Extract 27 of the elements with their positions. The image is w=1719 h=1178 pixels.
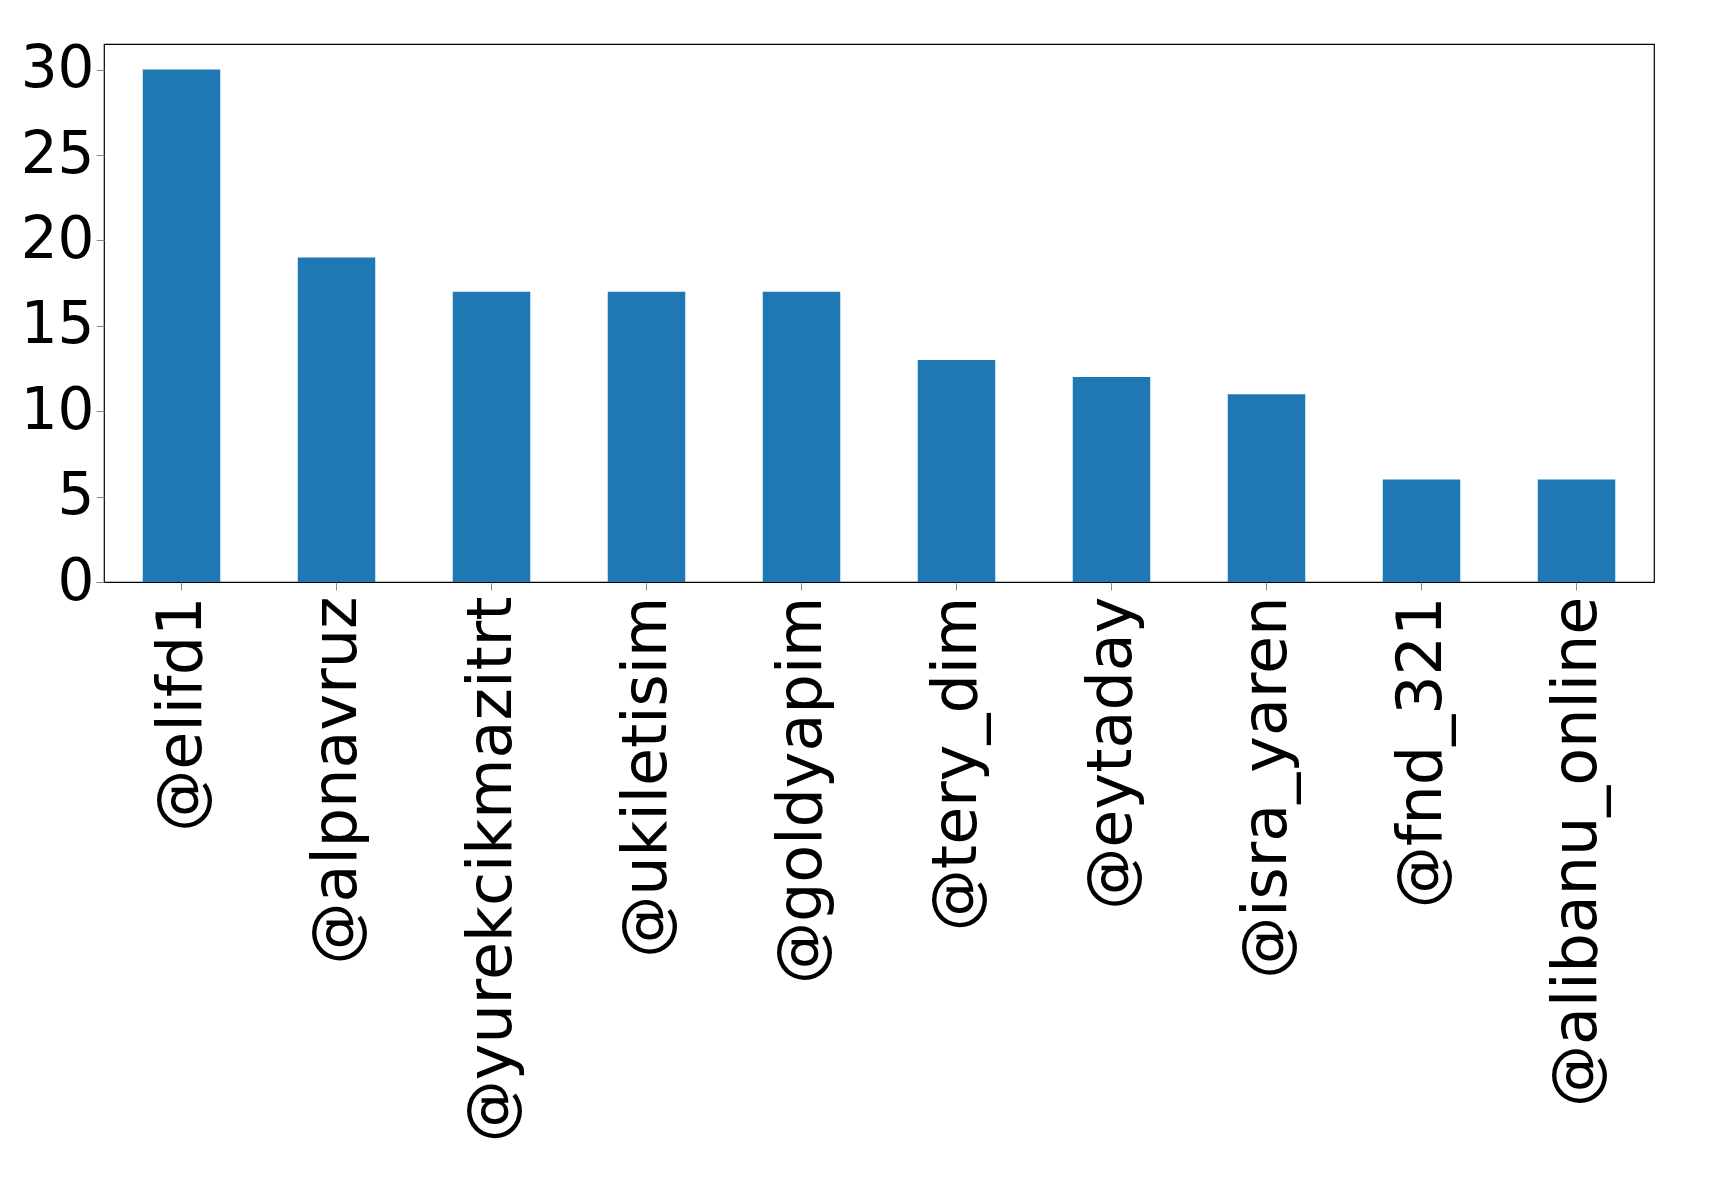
x-tick-label: @yurekcikmazitrt — [452, 596, 526, 1143]
x-tick-label: @elifd1 — [142, 596, 216, 832]
y-tick-label: 25 — [20, 118, 95, 187]
y-tick-label: 15 — [20, 289, 95, 358]
bar — [1382, 479, 1461, 582]
bar — [1072, 377, 1151, 582]
bar — [762, 291, 841, 582]
x-tick-label: @goldyapim — [762, 596, 836, 985]
y-tick-label: 10 — [20, 374, 95, 443]
bar — [297, 257, 376, 582]
x-tick-label: @alibanu_online — [1537, 596, 1611, 1108]
bar — [142, 69, 221, 582]
x-tick-label: @tery_dim — [917, 596, 991, 932]
x-tick-label: @ukiletisim — [607, 596, 681, 958]
x-tick-label: @isra_yaren — [1227, 596, 1301, 979]
y-tick-label: 5 — [57, 460, 95, 529]
x-tick-label: @fnd_321 — [1382, 596, 1456, 909]
y-tick-label: 20 — [20, 203, 95, 272]
bar — [607, 291, 686, 582]
x-tick-label: @alpnavruz — [297, 596, 371, 965]
bar — [452, 291, 531, 582]
bar — [1537, 479, 1616, 582]
bar — [917, 359, 996, 582]
y-tick-label: 30 — [20, 33, 95, 102]
bar — [1227, 394, 1306, 582]
x-tick-label: @eytaday — [1072, 596, 1146, 910]
y-tick-label: 0 — [57, 545, 95, 614]
